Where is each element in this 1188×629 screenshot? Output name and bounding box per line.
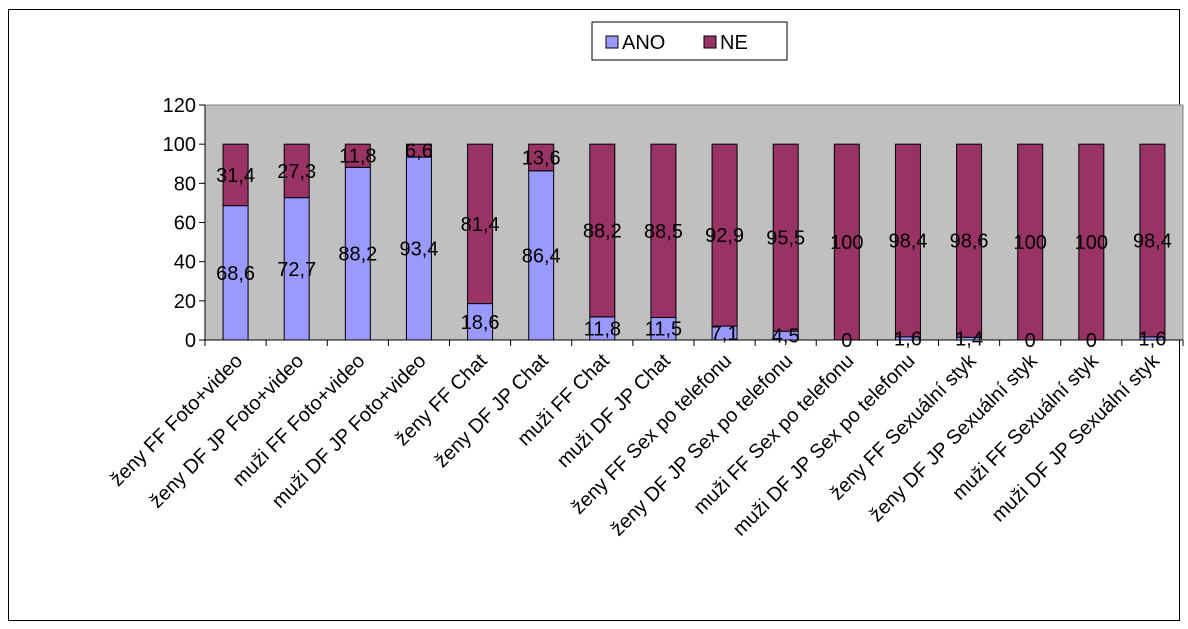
x-axis bbox=[204, 339, 1184, 346]
y-tick-label: 40 bbox=[174, 252, 196, 274]
data-label-ano: 93,4 bbox=[399, 239, 438, 261]
bar-ne bbox=[222, 143, 249, 207]
bar-ne bbox=[405, 143, 432, 158]
data-label-ne: 13,6 bbox=[522, 147, 561, 169]
data-label-ano: 1,6 bbox=[1139, 328, 1167, 350]
data-labels: 68,6 31,4 72,7 27,3 88,2 11,8 93,4 6,6 18,6 81,4 8… bbox=[216, 141, 1172, 352]
legend-swatch-ne bbox=[703, 35, 717, 49]
bar-ne bbox=[467, 143, 494, 305]
y-tick-label: 20 bbox=[174, 291, 196, 313]
data-label-ne: 98,4 bbox=[888, 231, 927, 253]
bars bbox=[222, 143, 1166, 341]
bar-ne bbox=[1017, 143, 1044, 341]
bar-ano bbox=[222, 205, 249, 341]
legend-label-ne: NE bbox=[720, 32, 748, 54]
y-tick-label: 0 bbox=[185, 330, 196, 352]
y-tick-label: 60 bbox=[174, 213, 196, 235]
data-label-ano: 68,6 bbox=[216, 263, 255, 285]
data-label-ne: 100 bbox=[830, 232, 863, 254]
x-category-label: muži DF JP Chat bbox=[553, 350, 675, 472]
legend-swatch-ano bbox=[605, 35, 619, 49]
bar-ne bbox=[589, 143, 616, 318]
data-label-ano: 86,4 bbox=[522, 245, 561, 267]
data-label-ne: 100 bbox=[1075, 232, 1108, 254]
bar-ne bbox=[283, 143, 310, 199]
bar-ne bbox=[772, 143, 799, 332]
data-label-ano: 11,5 bbox=[645, 319, 682, 341]
data-label-ne: 31,4 bbox=[216, 165, 255, 187]
bar-ne bbox=[650, 143, 677, 318]
bar-ne bbox=[1078, 143, 1105, 341]
data-label-ne: 100 bbox=[1014, 232, 1047, 254]
data-label-ano: 72,7 bbox=[277, 259, 316, 281]
bar-ne bbox=[894, 143, 921, 338]
data-label-ano: 0 bbox=[1086, 330, 1097, 352]
legend-box bbox=[591, 21, 788, 61]
legend: ANO NE bbox=[591, 21, 788, 61]
data-label-ano: 4,5 bbox=[772, 326, 800, 348]
data-label-ano: 0 bbox=[1025, 330, 1036, 352]
y-axis: 0 20 40 60 80 100 120 bbox=[163, 95, 206, 352]
bar-ano bbox=[283, 197, 310, 341]
x-category-label: ženy DF JP Chat bbox=[431, 350, 554, 473]
bar-ne bbox=[344, 143, 371, 168]
bar-ano bbox=[344, 166, 371, 341]
legend-label-ano: ANO bbox=[622, 32, 665, 54]
data-label-ne: 11,8 bbox=[339, 146, 376, 168]
data-label-ano: 1,6 bbox=[894, 328, 922, 350]
data-label-ne: 98,6 bbox=[950, 231, 989, 253]
y-tick-label: 80 bbox=[174, 173, 196, 195]
data-label-ne: 88,2 bbox=[583, 221, 622, 243]
bar-ne bbox=[956, 143, 983, 338]
y-tick-label: 120 bbox=[163, 95, 196, 117]
data-label-ne: 88,5 bbox=[644, 221, 683, 243]
data-label-ano: 11,8 bbox=[584, 318, 621, 340]
bar-ne bbox=[1139, 143, 1166, 338]
data-label-ne: 95,5 bbox=[766, 228, 805, 250]
data-label-ne: 6,6 bbox=[405, 141, 433, 163]
y-tick-label: 100 bbox=[163, 134, 196, 156]
data-label-ne: 27,3 bbox=[277, 161, 316, 183]
data-label-ano: 88,2 bbox=[338, 244, 377, 266]
data-label-ano: 0 bbox=[841, 330, 852, 352]
data-label-ano: 7,1 bbox=[711, 323, 739, 345]
data-label-ano: 18,6 bbox=[461, 312, 500, 334]
bar-ne bbox=[833, 143, 860, 341]
data-label-ne: 92,9 bbox=[705, 225, 744, 247]
data-label-ne: 98,4 bbox=[1133, 231, 1172, 253]
bar-ano bbox=[467, 303, 494, 341]
bar-ne bbox=[528, 143, 555, 172]
bar-ne bbox=[711, 143, 738, 327]
data-label-ne: 81,4 bbox=[461, 214, 500, 236]
data-label-ano: 1,4 bbox=[955, 329, 983, 351]
